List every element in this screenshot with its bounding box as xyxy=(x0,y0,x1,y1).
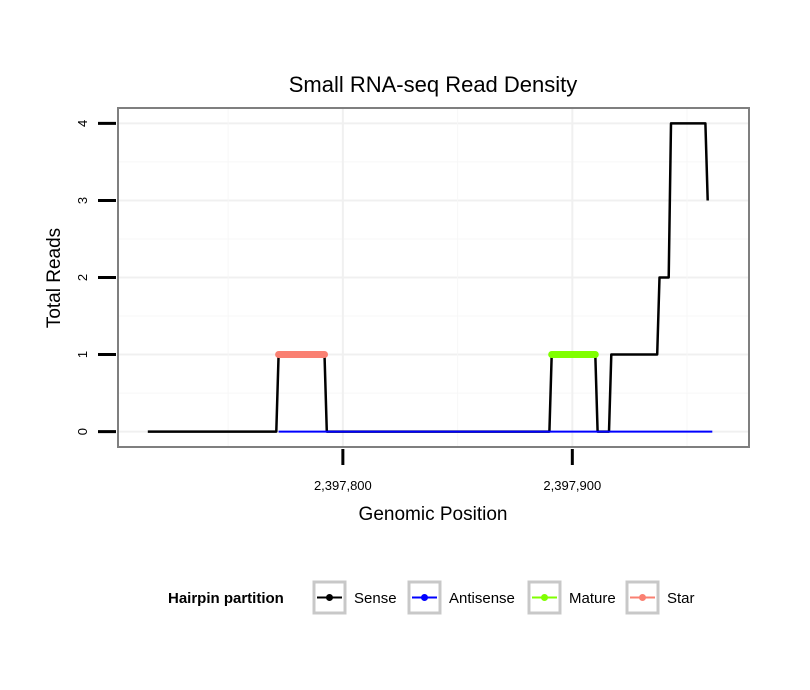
legend-item-mature: Mature xyxy=(527,580,616,615)
legend-item-star: Star xyxy=(625,580,695,615)
legend-key-point xyxy=(421,594,428,601)
y-axis: 0 1 2 3 4 xyxy=(75,120,116,435)
y-tick-label: 2 xyxy=(75,274,90,281)
x-tick-label: 2,397,800 xyxy=(314,478,372,493)
x-axis-title: Genomic Position xyxy=(359,504,508,525)
legend: Hairpin partition Sense Antisense Mature St… xyxy=(168,580,695,615)
x-axis: 2,397,800 2,397,900 xyxy=(314,449,601,493)
legend-label: Sense xyxy=(354,590,397,607)
grid xyxy=(118,108,749,447)
y-tick-label: 0 xyxy=(75,428,90,435)
legend-item-antisense: Antisense xyxy=(407,580,515,615)
legend-item-sense: Sense xyxy=(312,580,397,615)
y-axis-title: Total Reads xyxy=(44,228,65,328)
chart-title: Small RNA-seq Read Density xyxy=(289,72,578,97)
plot-panel xyxy=(117,107,750,448)
series-layer xyxy=(147,122,713,433)
legend-title: Hairpin partition xyxy=(168,590,284,607)
x-tick-label: 2,397,900 xyxy=(543,478,601,493)
legend-label: Mature xyxy=(569,590,616,607)
legend-label: Star xyxy=(667,590,695,607)
legend-key-point xyxy=(639,594,646,601)
y-tick-label: 3 xyxy=(75,197,90,204)
legend-key-point xyxy=(541,594,548,601)
legend-label: Antisense xyxy=(449,590,515,607)
y-tick-label: 4 xyxy=(75,120,90,127)
y-tick-label: 1 xyxy=(75,351,90,358)
legend-key-point xyxy=(326,594,333,601)
